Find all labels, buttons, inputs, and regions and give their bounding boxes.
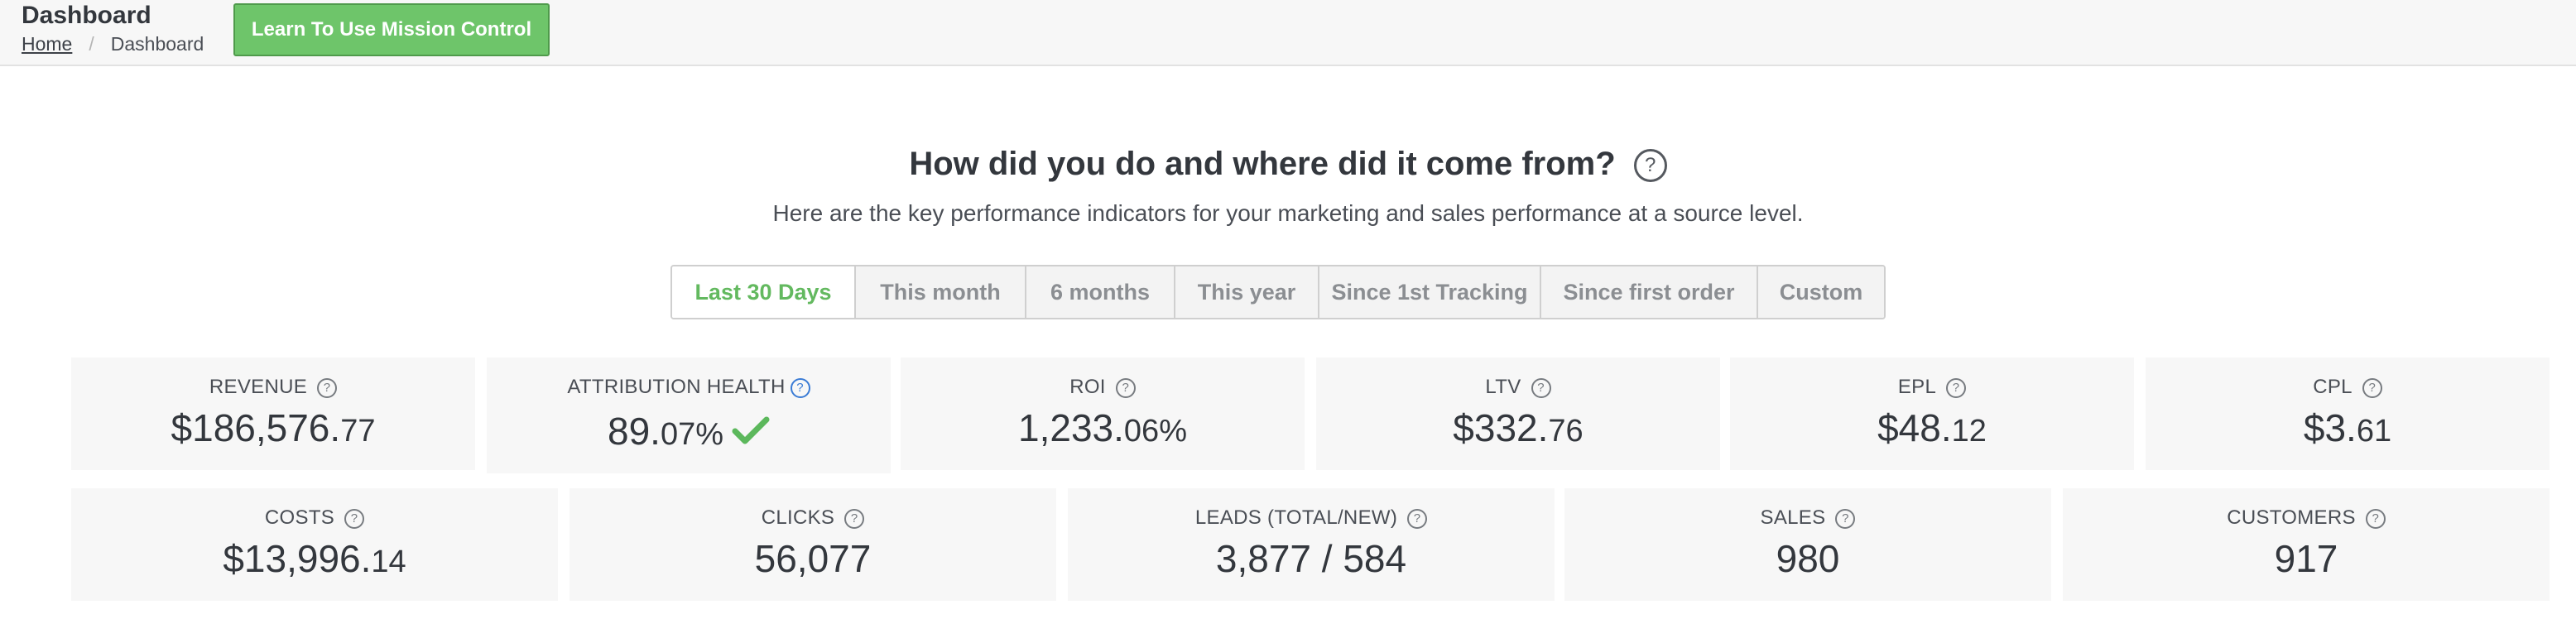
kpi-label-text: EPL xyxy=(1897,376,1937,398)
kpi-value-main: $3. xyxy=(2303,406,2357,449)
help-icon[interactable]: ? xyxy=(2365,508,2386,529)
kpi-label: REVENUE? xyxy=(71,376,475,399)
help-icon[interactable]: ? xyxy=(790,377,810,398)
kpi-value-main: 1,233. xyxy=(1018,406,1124,449)
help-icon[interactable]: ? xyxy=(1946,377,1967,398)
kpi-card-sales: SALES? 980 xyxy=(1564,488,2051,601)
help-icon[interactable]: ? xyxy=(317,377,338,398)
kpi-value-main: 56,077 xyxy=(754,537,872,580)
kpi-value-cents: 14 xyxy=(371,545,406,579)
kpi-value: $332.76 xyxy=(1316,405,1720,450)
kpi-value: 1,233.06% xyxy=(901,405,1305,450)
page-title: Dashboard xyxy=(22,2,151,29)
breadcrumb: Home / Dashboard xyxy=(22,33,204,55)
date-range-tabs: Last 30 Days This month 6 months This ye… xyxy=(670,265,1886,319)
kpi-value-main: $332. xyxy=(1453,406,1549,449)
help-icon[interactable]: ? xyxy=(344,508,365,529)
kpi-value-cents: 77 xyxy=(340,414,376,449)
kpi-value-main: 3,877 / 584 xyxy=(1215,537,1407,580)
kpi-label-text: ATTRIBUTION HEALTH xyxy=(567,376,786,398)
kpi-label: LEADS (TOTAL/NEW)? xyxy=(1068,506,1555,530)
kpi-value: $13,996.14 xyxy=(71,536,558,581)
kpi-value: 56,077 xyxy=(570,536,1056,581)
check-icon xyxy=(732,410,770,455)
kpi-label: COSTS? xyxy=(71,506,558,530)
kpi-value-main: $13,996. xyxy=(223,537,372,580)
kpi-value: 89.07% xyxy=(487,409,891,455)
tab-custom[interactable]: Custom xyxy=(1757,266,1884,318)
kpi-value-cents: 06% xyxy=(1123,414,1187,449)
breadcrumb-home-link[interactable]: Home xyxy=(22,33,73,55)
kpi-label: ROI? xyxy=(901,376,1305,399)
help-icon[interactable]: ? xyxy=(1633,149,1667,182)
help-icon[interactable]: ? xyxy=(1835,508,1856,529)
help-icon[interactable]: ? xyxy=(1531,377,1551,398)
kpi-label: ATTRIBUTION HEALTH? xyxy=(487,376,891,399)
kpi-card-epl: EPL? $48.12 xyxy=(1730,357,2134,470)
kpi-value: 917 xyxy=(2063,536,2550,581)
kpi-label-text: LTV xyxy=(1485,376,1521,398)
kpi-card-attribution-health: ATTRIBUTION HEALTH? 89.07% xyxy=(487,357,891,473)
kpi-headline: How did you do and where did it come fro… xyxy=(0,146,2576,183)
kpi-value-cents: 12 xyxy=(1951,414,1987,449)
kpi-value-main: $48. xyxy=(1877,406,1952,449)
kpi-card-cpl: CPL? $3.61 xyxy=(2146,357,2550,470)
kpi-value: $186,576.77 xyxy=(71,405,475,450)
kpi-value: 3,877 / 584 xyxy=(1068,536,1555,581)
help-icon[interactable]: ? xyxy=(844,508,865,529)
kpi-label: SALES? xyxy=(1564,506,2051,530)
kpi-value: 980 xyxy=(1564,536,2051,581)
help-icon[interactable]: ? xyxy=(1407,508,1428,529)
kpi-subheadline: Here are the key performance indicators … xyxy=(772,200,1804,226)
kpi-value-main: $186,576. xyxy=(171,406,341,449)
kpi-label-text: SALES xyxy=(1760,506,1826,529)
kpi-value-cents: 76 xyxy=(1548,414,1584,449)
kpi-label: LTV? xyxy=(1316,376,1720,399)
headline-title: How did you do and where did it come fro… xyxy=(909,146,1616,182)
help-icon[interactable]: ? xyxy=(2362,377,2382,398)
kpi-value-main: 89. xyxy=(607,410,661,453)
help-icon[interactable]: ? xyxy=(1115,377,1136,398)
kpi-value-main: 917 xyxy=(2274,537,2338,580)
kpi-card-clicks: CLICKS? 56,077 xyxy=(570,488,1056,601)
kpi-value: $3.61 xyxy=(2146,405,2550,450)
kpi-label-text: CPL xyxy=(2313,376,2353,398)
breadcrumb-current: Dashboard xyxy=(110,33,204,55)
tab-since-first-tracking[interactable]: Since 1st Tracking xyxy=(1318,266,1540,318)
tab-since-first-order[interactable]: Since first order xyxy=(1540,266,1757,318)
tab-this-year[interactable]: This year xyxy=(1174,266,1318,318)
kpi-value: $48.12 xyxy=(1730,405,2134,450)
kpi-label-text: REVENUE xyxy=(209,376,308,398)
tab-6-months[interactable]: 6 months xyxy=(1025,266,1174,318)
kpi-label: CPL? xyxy=(2146,376,2550,399)
learn-mission-control-button[interactable]: Learn To Use Mission Control xyxy=(233,3,550,56)
kpi-label-text: CUSTOMERS xyxy=(2227,506,2356,529)
tab-this-month[interactable]: This month xyxy=(854,266,1025,318)
kpi-card-customers: CUSTOMERS? 917 xyxy=(2063,488,2550,601)
kpi-label-text: COSTS xyxy=(264,506,335,529)
kpi-value-cents: 61 xyxy=(2356,414,2392,449)
kpi-card-costs: COSTS? $13,996.14 xyxy=(71,488,558,601)
kpi-card-revenue: REVENUE? $186,576.77 xyxy=(71,357,475,470)
kpi-label-text: LEADS (TOTAL/NEW) xyxy=(1194,506,1398,529)
kpi-label-text: ROI xyxy=(1069,376,1106,398)
kpi-value-cents: 07% xyxy=(660,417,723,452)
breadcrumb-separator: / xyxy=(89,33,94,55)
kpi-label: CLICKS? xyxy=(570,506,1056,530)
kpi-value-main: 980 xyxy=(1776,537,1840,580)
kpi-card-leads: LEADS (TOTAL/NEW)? 3,877 / 584 xyxy=(1068,488,1555,601)
kpi-card-ltv: LTV? $332.76 xyxy=(1316,357,1720,470)
kpi-label: CUSTOMERS? xyxy=(2063,506,2550,530)
kpi-label-text: CLICKS xyxy=(761,506,835,529)
kpi-card-roi: ROI? 1,233.06% xyxy=(901,357,1305,470)
top-header: Dashboard Home / Dashboard Learn To Use … xyxy=(0,0,2576,66)
tab-last-30-days[interactable]: Last 30 Days xyxy=(672,266,854,318)
kpi-label: EPL? xyxy=(1730,376,2134,399)
